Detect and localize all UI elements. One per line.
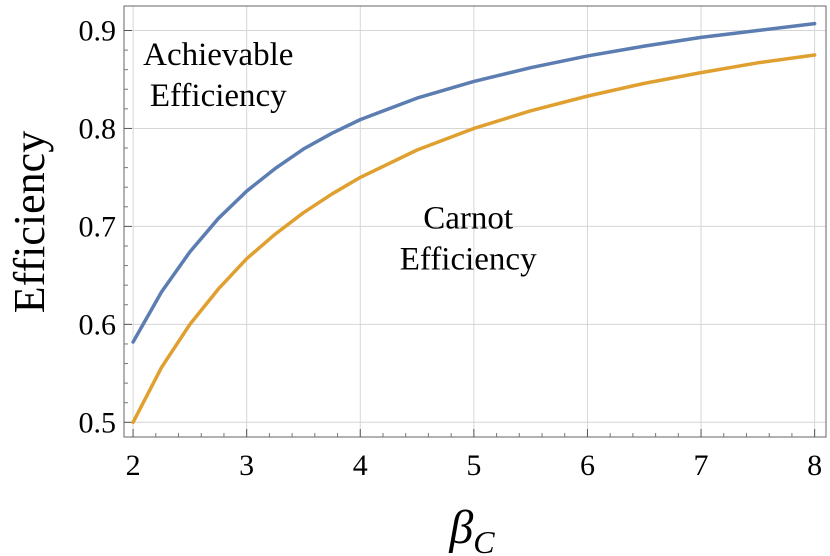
x-tick-label: 2 (126, 449, 141, 482)
y-tick-label: 0.8 (79, 112, 117, 145)
y-tick-label: 0.9 (79, 14, 117, 47)
annotation-line: Efficiency (150, 78, 287, 114)
x-tick-label: 7 (694, 449, 709, 482)
x-tick-label: 5 (466, 449, 481, 482)
annotation-line: Achievable (143, 37, 293, 73)
x-tick-label: 4 (353, 449, 368, 482)
y-tick-label: 0.7 (79, 210, 117, 243)
x-tick-label: 8 (807, 449, 822, 482)
y-tick-label: 0.6 (79, 308, 117, 341)
annotation-line: Carnot (423, 200, 513, 236)
plot-frame (123, 5, 827, 438)
carnot-efficiency-annotation: Carnot Efficiency (400, 200, 537, 277)
x-axis-title-main: β (448, 501, 473, 554)
x-tick-label: 6 (580, 449, 595, 482)
carnot-efficiency-line (131, 53, 817, 425)
y-tick-label: 0.5 (79, 406, 117, 439)
x-axis-title: βC (448, 501, 495, 556)
x-axis-title-sub: C (473, 524, 495, 556)
x-tick-label: 3 (239, 449, 254, 482)
achievable-efficiency-line (131, 21, 817, 344)
series-lines (131, 21, 817, 425)
achievable-efficiency-annotation: Achievable Efficiency (143, 37, 293, 114)
annotations: Achievable Efficiency Carnot Efficiency (143, 37, 537, 278)
y-axis-title: Efficiency (5, 131, 54, 313)
grid-lines (124, 6, 826, 437)
annotation-line: Efficiency (400, 241, 537, 277)
axis-ticks: 2 3 4 5 6 7 8 0.5 0.6 0.7 0.8 0.9 (79, 14, 823, 482)
